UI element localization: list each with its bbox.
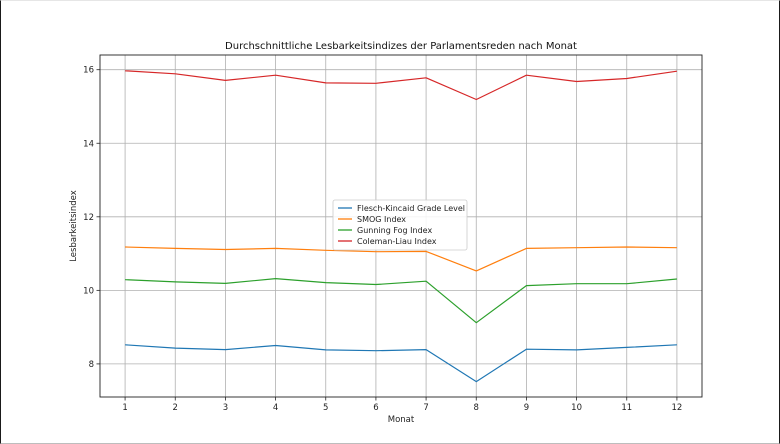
- series-line-1: [125, 344, 677, 383]
- legend-entry: Coleman-Liau Index: [357, 237, 437, 246]
- legend: Flesch-Kincaid Grade Level SMOG Index Gunn…: [332, 199, 468, 251]
- y-tick-label: 8: [89, 360, 94, 370]
- x-tick-label: 5: [323, 403, 328, 413]
- x-tick-label: 7: [423, 403, 428, 413]
- series-lines: [125, 70, 677, 383]
- x-tick-label: 1: [122, 403, 127, 413]
- legend-box: [332, 199, 468, 251]
- series-line-3: [125, 278, 677, 324]
- legend-entry: Flesch-Kincaid Grade Level: [357, 204, 465, 213]
- legend-entry: Gunning Fog Index: [357, 226, 432, 235]
- x-tick-label: 12: [672, 403, 683, 413]
- y-tick-label: 12: [83, 213, 94, 223]
- x-tick-label: 4: [273, 403, 278, 413]
- y-axis-label: Lesbarkeitsindex: [69, 190, 79, 262]
- x-tick-label: 2: [173, 403, 178, 413]
- x-tick-label: 9: [524, 403, 529, 413]
- plot-area-border: [99, 54, 703, 398]
- x-tick-label: 8: [474, 403, 479, 413]
- x-tick-label: 10: [571, 403, 582, 413]
- y-tick-label: 14: [83, 139, 94, 149]
- x-tick-label: 6: [373, 403, 378, 413]
- x-tick-label: 11: [621, 403, 632, 413]
- y-tick-label: 16: [83, 66, 94, 76]
- x-axis-label: Monat: [388, 415, 415, 425]
- series-line-2: [125, 246, 677, 272]
- grid-lines: [100, 55, 702, 397]
- y-tick-label: 10: [83, 286, 94, 296]
- x-tick-label: 3: [223, 403, 228, 413]
- series-line-4: [125, 70, 677, 101]
- legend-entry: SMOG Index: [357, 215, 406, 224]
- chart-title: Durchschnittliche Lesbarkeitsindizes der…: [225, 41, 577, 52]
